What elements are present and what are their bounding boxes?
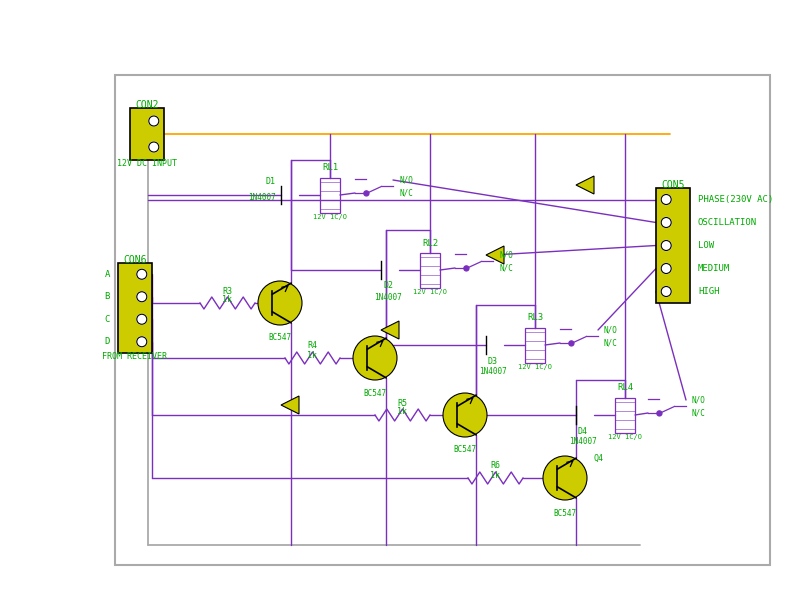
Text: 1k: 1k	[222, 295, 232, 304]
Text: D3: D3	[488, 356, 498, 365]
Bar	[118, 263, 152, 353]
Circle shape	[137, 314, 147, 324]
Text: R3: R3	[222, 286, 232, 295]
Bar	[525, 328, 545, 363]
Circle shape	[443, 393, 487, 437]
Text: 1k: 1k	[397, 407, 407, 416]
Text: 12V 1C/O: 12V 1C/O	[608, 434, 642, 440]
Bar	[420, 253, 440, 288]
Text: N/C: N/C	[499, 263, 513, 272]
Text: R5: R5	[397, 398, 407, 407]
Text: RL4: RL4	[617, 383, 633, 392]
Polygon shape	[381, 321, 399, 339]
Text: 12V 1C/O: 12V 1C/O	[413, 289, 447, 295]
Circle shape	[137, 292, 147, 302]
Circle shape	[657, 411, 662, 416]
Circle shape	[543, 456, 587, 500]
Text: D4: D4	[578, 427, 588, 436]
Circle shape	[258, 281, 302, 325]
Bar	[130, 108, 164, 160]
Text: R4: R4	[307, 341, 317, 350]
Circle shape	[464, 266, 469, 271]
Text: CON2: CON2	[135, 100, 158, 110]
Text: CON6: CON6	[123, 255, 146, 265]
Circle shape	[569, 341, 574, 346]
Text: C: C	[105, 315, 110, 324]
Polygon shape	[486, 246, 504, 264]
Text: RL3: RL3	[527, 313, 543, 323]
Text: B: B	[105, 292, 110, 301]
Circle shape	[364, 191, 369, 196]
Text: HIGH: HIGH	[698, 287, 719, 296]
Text: RL2: RL2	[422, 238, 438, 247]
Text: D: D	[105, 337, 110, 346]
Text: PHASE(230V AC): PHASE(230V AC)	[698, 195, 774, 204]
Text: Q4: Q4	[593, 454, 603, 463]
Text: 12V 1C/O: 12V 1C/O	[518, 364, 552, 370]
Text: D2: D2	[383, 281, 393, 290]
Text: RL1: RL1	[322, 163, 338, 173]
Circle shape	[662, 194, 671, 205]
Circle shape	[149, 116, 158, 126]
Text: N/C: N/C	[692, 409, 706, 418]
Text: OSCILLATION: OSCILLATION	[698, 218, 757, 227]
Text: BC547: BC547	[454, 445, 477, 455]
Text: FROM RECEIVER: FROM RECEIVER	[102, 352, 167, 361]
Bar	[115, 75, 770, 565]
Text: LOW: LOW	[698, 241, 714, 250]
Text: BC547: BC547	[269, 334, 291, 343]
Text: CON5: CON5	[662, 180, 685, 190]
Text: 12V 1C/O: 12V 1C/O	[313, 214, 347, 220]
Text: MEDIUM: MEDIUM	[698, 264, 730, 273]
Text: R6: R6	[490, 461, 500, 470]
Text: N/O: N/O	[692, 395, 706, 404]
Circle shape	[353, 336, 397, 380]
Text: N/C: N/C	[399, 188, 413, 197]
Circle shape	[149, 142, 158, 152]
Text: N/O: N/O	[499, 251, 513, 259]
Text: 1k: 1k	[307, 350, 317, 359]
Text: A: A	[105, 270, 110, 279]
Polygon shape	[281, 396, 299, 414]
Text: BC547: BC547	[554, 509, 577, 517]
Bar	[615, 398, 635, 433]
Text: 1N4007: 1N4007	[248, 193, 276, 202]
Text: 1N4007: 1N4007	[479, 367, 507, 377]
Circle shape	[662, 217, 671, 227]
Text: BC547: BC547	[363, 389, 386, 397]
Circle shape	[662, 241, 671, 251]
Text: D1: D1	[266, 176, 276, 185]
Circle shape	[137, 269, 147, 279]
Circle shape	[662, 286, 671, 296]
Polygon shape	[576, 176, 594, 194]
Text: 1k: 1k	[490, 470, 500, 479]
Text: N/O: N/O	[399, 175, 413, 185]
Circle shape	[137, 337, 147, 347]
Bar	[656, 188, 690, 303]
Text: 1N4007: 1N4007	[569, 437, 597, 446]
Text: N/C: N/C	[604, 338, 618, 347]
Text: 1N4007: 1N4007	[374, 292, 402, 301]
Bar	[320, 178, 340, 213]
Text: N/O: N/O	[604, 325, 618, 335]
Circle shape	[662, 263, 671, 274]
Text: 12V DC INPUT: 12V DC INPUT	[117, 159, 177, 168]
